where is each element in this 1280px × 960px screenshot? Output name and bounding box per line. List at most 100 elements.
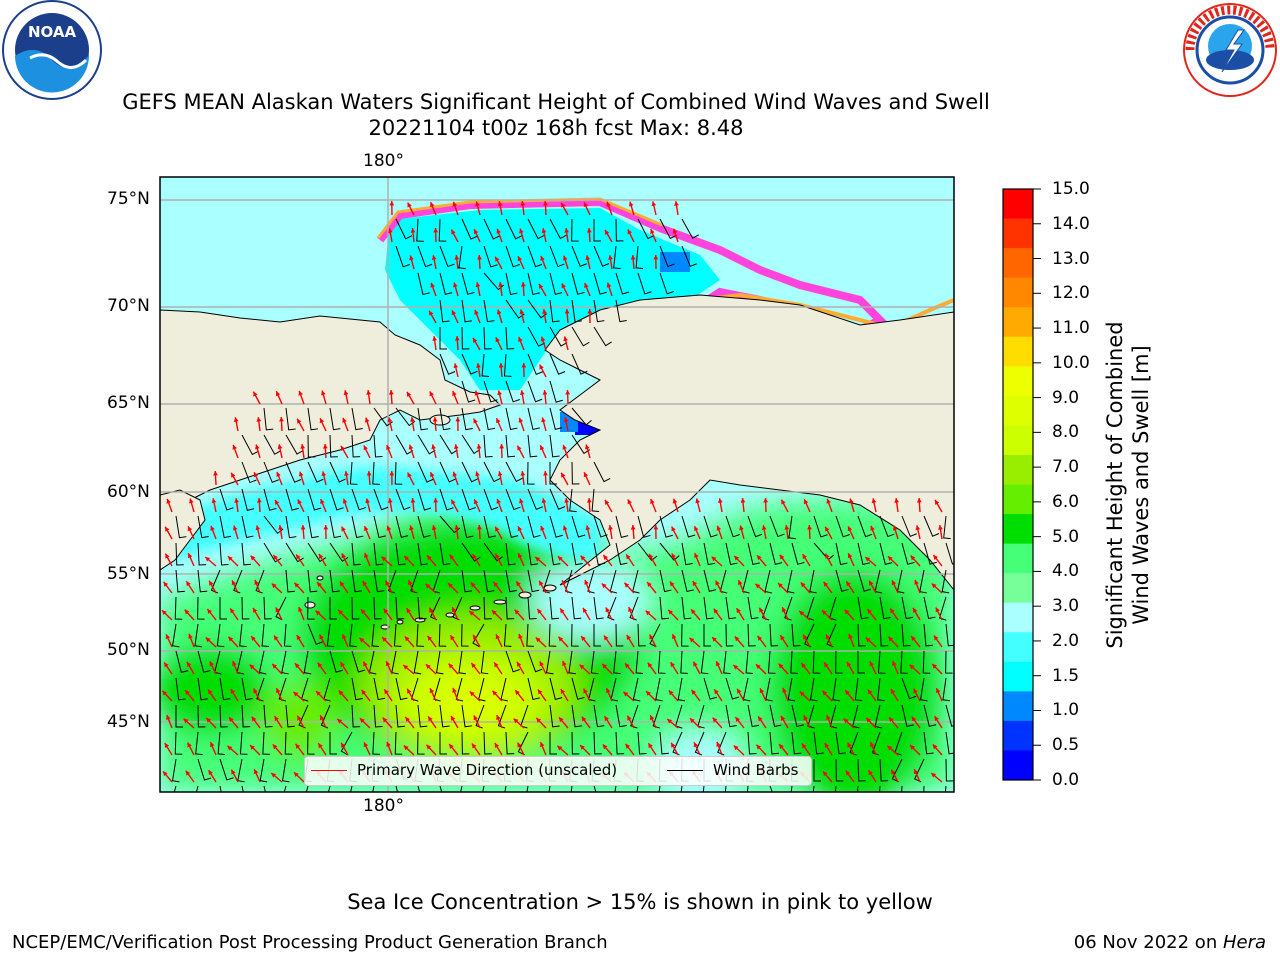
wave-direction-arrowhead: [389, 471, 395, 476]
wave-direction-arrowhead: [559, 717, 564, 723]
wave-direction-arrowhead: [519, 309, 525, 315]
wave-direction-arrowhead: [845, 770, 851, 776]
wave-direction-arrowhead: [341, 526, 346, 532]
wind-barb: [497, 704, 507, 729]
wave-direction-arrowhead: [475, 282, 481, 288]
wind-barb: [417, 272, 430, 296]
wind-barb: [349, 461, 358, 485]
wave-direction-arrowhead: [913, 769, 919, 775]
wave-direction-arrowhead: [914, 579, 919, 585]
wave-direction-arrowhead: [293, 772, 299, 778]
wave-direction-arrowhead: [799, 611, 805, 616]
wave-direction-arrowhead: [452, 201, 458, 207]
wind-barb: [417, 407, 429, 431]
wind-barb: [458, 650, 466, 675]
wave-direction-arrowhead: [213, 471, 218, 476]
wave-direction-arrowhead: [341, 742, 346, 748]
wave-direction-arrowhead: [778, 663, 784, 669]
wave-direction-arrowhead: [495, 256, 500, 262]
wind-barb: [197, 515, 209, 539]
wind-barb: [461, 704, 473, 728]
wind-barb: [659, 542, 680, 561]
wind-barb: [593, 299, 605, 323]
wave-direction-arrowhead: [231, 472, 236, 478]
wave-direction-arrowhead: [542, 309, 547, 314]
wind-barb: [829, 704, 838, 729]
wave-direction-arrowhead: [627, 229, 632, 235]
wind-barb: [593, 219, 601, 242]
wave-direction-arrowhead: [889, 717, 894, 723]
wind-barb: [835, 542, 848, 566]
wind-barb: [879, 542, 893, 565]
wind-barb: [417, 461, 434, 483]
wind-barb: [373, 434, 383, 458]
wave-direction-arrowhead: [649, 553, 654, 559]
wave-direction-arrowhead: [602, 744, 608, 750]
wave-direction-arrowhead: [474, 390, 480, 396]
wave-direction-arrowhead: [322, 444, 328, 449]
wave-direction-arrowhead: [427, 635, 433, 641]
wave-direction-arrowhead: [497, 390, 503, 396]
wind-barb: [395, 245, 410, 268]
wind-barb: [241, 515, 254, 539]
wind-barb: [835, 731, 847, 755]
wave-direction-arrowhead: [364, 417, 370, 423]
wave-direction-arrowhead: [271, 773, 277, 778]
wave-direction-arrowhead: [888, 636, 894, 642]
gridlines: [160, 177, 954, 792]
wind-barb: [630, 704, 639, 729]
wave-direction-arrowhead: [651, 201, 657, 207]
colorbar-label: Significant Height of Combined Wind Wave…: [1102, 275, 1154, 695]
wind-barb: [461, 488, 476, 511]
legend-wave-line: [311, 769, 347, 771]
wave-direction-arrowhead: [297, 499, 302, 505]
wind-barb: [483, 272, 505, 291]
wave-direction-arrowhead: [825, 634, 831, 640]
wave-direction-arrowhead: [410, 417, 415, 422]
wave-direction-arrowhead: [867, 689, 873, 695]
wave-direction-arrowhead: [452, 687, 457, 693]
wind-barb: [835, 569, 849, 592]
wave-direction-arrowhead: [433, 228, 439, 233]
wave-direction-arrowhead: [761, 525, 767, 531]
wave-direction-arrowhead: [256, 498, 262, 503]
wave-direction-arrowhead: [497, 201, 503, 207]
wind-barb: [263, 704, 273, 728]
wave-direction-arrowhead: [410, 228, 416, 233]
wave-direction-arrowhead: [695, 498, 701, 504]
lat-label-60: 60°N: [107, 482, 150, 502]
wave-direction-arrowhead: [321, 471, 327, 477]
wind-barb: [901, 677, 917, 700]
wind-barb: [807, 704, 815, 729]
wave-direction-arrowhead: [386, 445, 391, 450]
wind-barb: [871, 731, 881, 756]
wave-direction-arrowhead: [359, 718, 365, 724]
wave-direction-arrowhead: [737, 688, 742, 694]
wind-barb: [637, 218, 655, 240]
wind-barb: [703, 624, 711, 647]
wind-barb: [303, 650, 312, 675]
wind-barb: [329, 407, 341, 431]
wave-direction-arrowhead: [586, 498, 592, 503]
wave-direction-arrowhead: [300, 525, 306, 530]
wind-barb: [417, 731, 425, 755]
wave-direction-arrowhead: [474, 309, 479, 315]
wind-barb: [255, 569, 265, 594]
wave-direction-arrowhead: [278, 525, 283, 530]
wave-direction-arrowhead: [537, 608, 542, 614]
wind-barb: [725, 515, 740, 538]
wind-barb: [410, 677, 419, 702]
wave-direction-arrowhead: [869, 661, 874, 667]
wave-direction-arrowhead: [807, 525, 812, 530]
wave-direction-arrowhead: [317, 662, 323, 668]
wind-barb: [281, 650, 289, 675]
wind-barb: [505, 434, 515, 458]
wind-barb: [790, 650, 798, 674]
wave-direction-arrowhead: [653, 525, 659, 530]
wave-direction-arrowhead: [498, 282, 504, 287]
wave-direction-arrowhead: [694, 553, 699, 558]
colorbar-segment: [1003, 425, 1033, 456]
wave-direction-arrowhead: [564, 309, 570, 314]
wind-barb: [461, 272, 475, 295]
wind-barb: [945, 623, 954, 647]
